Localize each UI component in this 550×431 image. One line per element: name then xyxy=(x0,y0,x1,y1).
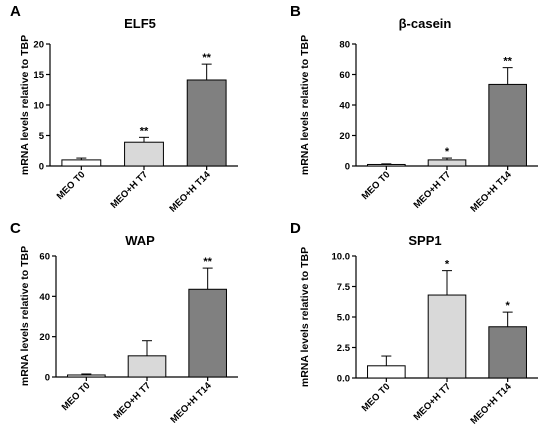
y-tick-label: 0 xyxy=(45,373,50,384)
bar xyxy=(186,79,227,167)
significance-label: ** xyxy=(140,125,149,137)
y-tick-label: 2.5 xyxy=(337,343,351,354)
significance-label: * xyxy=(506,300,511,312)
y-tick-label: 80 xyxy=(339,40,350,51)
panel-letter: C xyxy=(10,220,21,237)
y-tick-label: 20 xyxy=(339,131,350,142)
y-axis-label: mRNA levels relative to TBP xyxy=(299,35,311,175)
significance-label: * xyxy=(445,259,450,271)
chart-panel-a: A ELF5 mRNA levels relative to TBP 0 5 10 15 20… xyxy=(10,3,238,215)
chart-panel-d: D SPP1 mRNA levels relative to TBP 0.0 2.5 5.… xyxy=(290,220,538,427)
bar xyxy=(127,355,167,378)
x-category-label: MEO+H T14 xyxy=(167,169,213,215)
bar xyxy=(61,159,102,167)
y-tick-label: 5.0 xyxy=(337,313,350,324)
bar xyxy=(488,326,527,379)
bar xyxy=(67,374,106,378)
bar xyxy=(367,163,406,167)
y-tick-label: 20 xyxy=(33,40,44,51)
y-tick-label: 5 xyxy=(39,131,45,142)
chart-panel-b: Bβ-casein mRNA levels relative to TBP 0 20 4… xyxy=(290,3,538,215)
x-category-label: MEO+H T14 xyxy=(468,169,514,215)
y-tick-label: 10.0 xyxy=(332,252,351,263)
bar xyxy=(367,365,406,379)
x-category-label: MEO T0 xyxy=(55,169,88,202)
y-tick-label: 40 xyxy=(339,101,350,112)
significance-label: ** xyxy=(203,256,212,268)
y-tick-label: 0.0 xyxy=(337,374,350,385)
bar xyxy=(124,141,164,167)
significance-label: * xyxy=(445,146,450,158)
y-tick-label: 60 xyxy=(39,252,50,263)
x-category-label: MEO T0 xyxy=(360,169,393,202)
chart-title: ELF5 xyxy=(124,16,156,31)
panel-letter: A xyxy=(10,3,21,20)
y-tick-label: 20 xyxy=(39,332,50,343)
x-category-label: MEO+H T14 xyxy=(168,380,214,426)
panel-letter: D xyxy=(290,220,301,237)
y-tick-label: 0 xyxy=(345,162,350,173)
y-tick-label: 60 xyxy=(339,70,350,81)
panel-letter: B xyxy=(290,3,301,20)
y-tick-label: 15 xyxy=(33,70,44,81)
chart-title: β-casein xyxy=(399,16,452,31)
bar xyxy=(188,288,227,378)
bar xyxy=(427,159,467,167)
x-category-label: MEO+H T14 xyxy=(468,381,514,427)
chart-title: WAP xyxy=(125,233,155,248)
y-tick-label: 40 xyxy=(39,292,50,303)
y-axis-label: mRNA levels relative to TBP xyxy=(19,35,31,175)
x-category-label: MEO T0 xyxy=(60,380,93,413)
significance-label: ** xyxy=(202,52,211,64)
y-axis-label: mRNA levels relative to TBP xyxy=(299,247,311,387)
x-category-label: MEO+H T7 xyxy=(112,380,154,422)
y-tick-label: 7.5 xyxy=(337,282,351,293)
y-axis-label: mRNA levels relative to TBP xyxy=(19,246,31,386)
x-category-label: MEO+H T7 xyxy=(109,169,151,211)
significance-label: ** xyxy=(503,56,512,68)
y-tick-label: 10 xyxy=(33,101,44,112)
bar xyxy=(488,83,527,167)
x-category-label: MEO T0 xyxy=(360,381,393,414)
x-category-label: MEO+H T7 xyxy=(412,169,454,211)
chart-panel-c: C WAP mRNA levels relative to TBP 0 20 40 60 ME… xyxy=(10,220,238,426)
y-tick-label: 0 xyxy=(39,162,44,173)
chart-title: SPP1 xyxy=(408,233,441,248)
bar xyxy=(427,294,467,379)
x-category-label: MEO+H T7 xyxy=(412,381,454,423)
